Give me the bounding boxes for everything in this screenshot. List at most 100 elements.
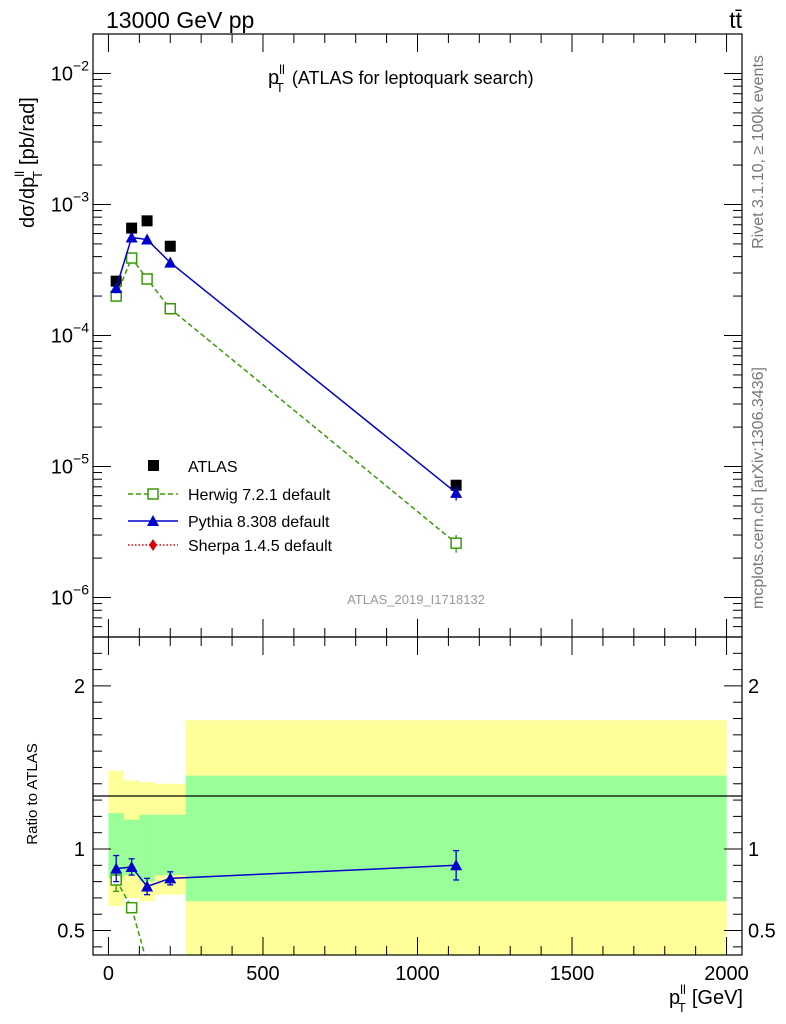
- atlas-point: [141, 215, 153, 227]
- legend-atlas-marker: [148, 460, 159, 471]
- ratio-y-tick-label: 0.5: [57, 921, 85, 943]
- pythia-ratio-point: [141, 880, 154, 892]
- ratio-x-ticks: 0 500 1000 1500 2000: [103, 637, 749, 985]
- ratio-band-inner: [139, 814, 155, 882]
- herwig-point: [450, 537, 462, 549]
- main-ylabel-sup: ll: [12, 171, 27, 177]
- series-atlas: [110, 215, 462, 491]
- legend-herwig-marker: [147, 488, 159, 500]
- x-tick-label: 1500: [550, 963, 595, 985]
- main-ylabel-a: dσ/dp: [17, 177, 39, 228]
- x-axis-label: pll T [GeV]: [669, 982, 743, 1015]
- ratio-band-inner: [185, 775, 727, 902]
- legend-herwig: Herwig 7.2.1 default: [128, 487, 331, 504]
- main-series: [110, 215, 463, 553]
- tick-base: 10: [51, 63, 73, 85]
- legend-herwig-label: Herwig 7.2.1 default: [188, 487, 331, 504]
- legend-sherpa: Sherpa 1.4.5 default: [128, 538, 333, 555]
- herwig-point: [164, 303, 177, 315]
- herwig-ratio-line: [115, 879, 146, 955]
- ratio-bands: [108, 720, 727, 955]
- tick-exp: −6: [73, 582, 89, 598]
- main-title-var: p: [268, 67, 279, 89]
- pythia-point: [110, 282, 123, 294]
- atlas-point: [164, 240, 176, 252]
- ratio-band-inner: [108, 813, 124, 879]
- x-tick-label: 0: [103, 963, 114, 985]
- pythia-ratio-point: [110, 862, 123, 874]
- x-label-sup: ll: [680, 982, 686, 997]
- pythia-ratio-point: [164, 872, 177, 884]
- tick-base: 10: [51, 457, 73, 479]
- main-ylabel-sub: T: [30, 171, 45, 179]
- ratio-ylabel: Ratio to ATLAS: [24, 743, 41, 844]
- pythia-point: [141, 233, 154, 245]
- herwig-point: [141, 273, 153, 285]
- legend-pythia: Pythia 8.308 default: [128, 514, 330, 531]
- tick-exp: −5: [73, 451, 89, 467]
- main-y-tick-label: 10−2: [51, 57, 89, 85]
- pythia-point: [164, 256, 177, 268]
- mcplots-label: mcplots.cern.ch [arXiv:1306.3436]: [750, 367, 767, 609]
- tick-exp: −4: [73, 320, 89, 336]
- x-tick-label: 2000: [704, 963, 749, 985]
- atlas-point: [110, 275, 122, 287]
- x-label-sub: T: [678, 1000, 686, 1015]
- tick-base: 10: [51, 588, 73, 610]
- atlas-point: [126, 222, 138, 234]
- legend-atlas-label: ATLAS: [188, 459, 238, 476]
- ratio-y-tick-label-right: 1: [748, 839, 759, 861]
- ratio-series-pythia: [110, 849, 463, 896]
- x-tick-label: 1000: [395, 963, 440, 985]
- legend: ATLAS Herwig 7.2.1 default Pythia 8.308 …: [128, 459, 333, 555]
- main-title: pll T (ATLAS for leptoquark search): [268, 62, 534, 95]
- process-label: tt̄: [729, 7, 742, 33]
- pythia-point: [450, 486, 463, 498]
- main-x-ticks: [107, 34, 728, 637]
- tick-base: 10: [51, 194, 73, 216]
- ratio-series: [110, 849, 463, 955]
- ratio-panel: 0.5 0.5 1 1 2 2 0 500 1000 1500 2000 Ratio to ATL…: [24, 636, 776, 985]
- legend-sherpa-marker: [149, 539, 157, 551]
- tick-base: 10: [51, 326, 73, 348]
- legend-pythia-label: Pythia 8.308 default: [188, 514, 330, 531]
- pythia-ratio-point: [450, 859, 463, 871]
- x-tick-label: 500: [246, 963, 279, 985]
- legend-pythia-marker: [147, 515, 159, 526]
- main-title-rest: (ATLAS for leptoquark search): [292, 68, 534, 88]
- herwig-point: [125, 252, 138, 264]
- ratio-y-ticks: 0.5 0.5 1 1 2 2: [57, 652, 776, 948]
- main-y-tick-label: 10−6: [51, 582, 89, 610]
- ratio-y-tick-label: 1: [74, 839, 85, 861]
- main-y-ticks: 10−610−510−410−310−2: [51, 57, 742, 628]
- main-title-sup: ll: [279, 62, 285, 77]
- main-ylabel-b: [pb/rad]: [17, 97, 39, 165]
- pythia-point: [125, 231, 138, 243]
- ratio-y-tick-label: 2: [74, 676, 85, 698]
- rivet-label: Rivet 3.1.10, ≥ 100k events: [750, 55, 767, 249]
- pythia-line: [115, 236, 457, 494]
- ratio-y-tick-label-right: 0.5: [748, 921, 776, 943]
- main-y-tick-label: 10−3: [51, 188, 89, 216]
- ratio-band-inner: [123, 819, 140, 876]
- legend-sherpa-label: Sherpa 1.4.5 default: [188, 538, 333, 555]
- tick-exp: −3: [73, 188, 89, 204]
- main-title-sub: T: [276, 80, 284, 95]
- main-y-tick-label: 10−4: [51, 320, 89, 348]
- ratio-band-inner: [154, 814, 186, 876]
- x-label-unit: [GeV]: [692, 987, 743, 1009]
- main-panel: 10−610−510−410−310−2 pll T (ATLAS for lept…: [12, 33, 743, 638]
- tick-exp: −2: [73, 57, 89, 73]
- main-y-tick-label: 10−5: [51, 451, 89, 479]
- series-pythia: [110, 231, 463, 501]
- legend-atlas: ATLAS: [148, 459, 238, 476]
- analysis-id: ATLAS_2019_I1718132: [347, 592, 485, 607]
- ratio-frame: [92, 636, 743, 956]
- pythia-ratio-point: [125, 860, 138, 872]
- energy-label: 13000 GeV pp: [106, 7, 254, 33]
- atlas-point: [450, 479, 462, 491]
- herwig-ratio-point: [125, 901, 138, 914]
- x-label-var: p: [669, 987, 680, 1009]
- main-ylabel: dσ/dpll T [pb/rad]: [12, 97, 45, 228]
